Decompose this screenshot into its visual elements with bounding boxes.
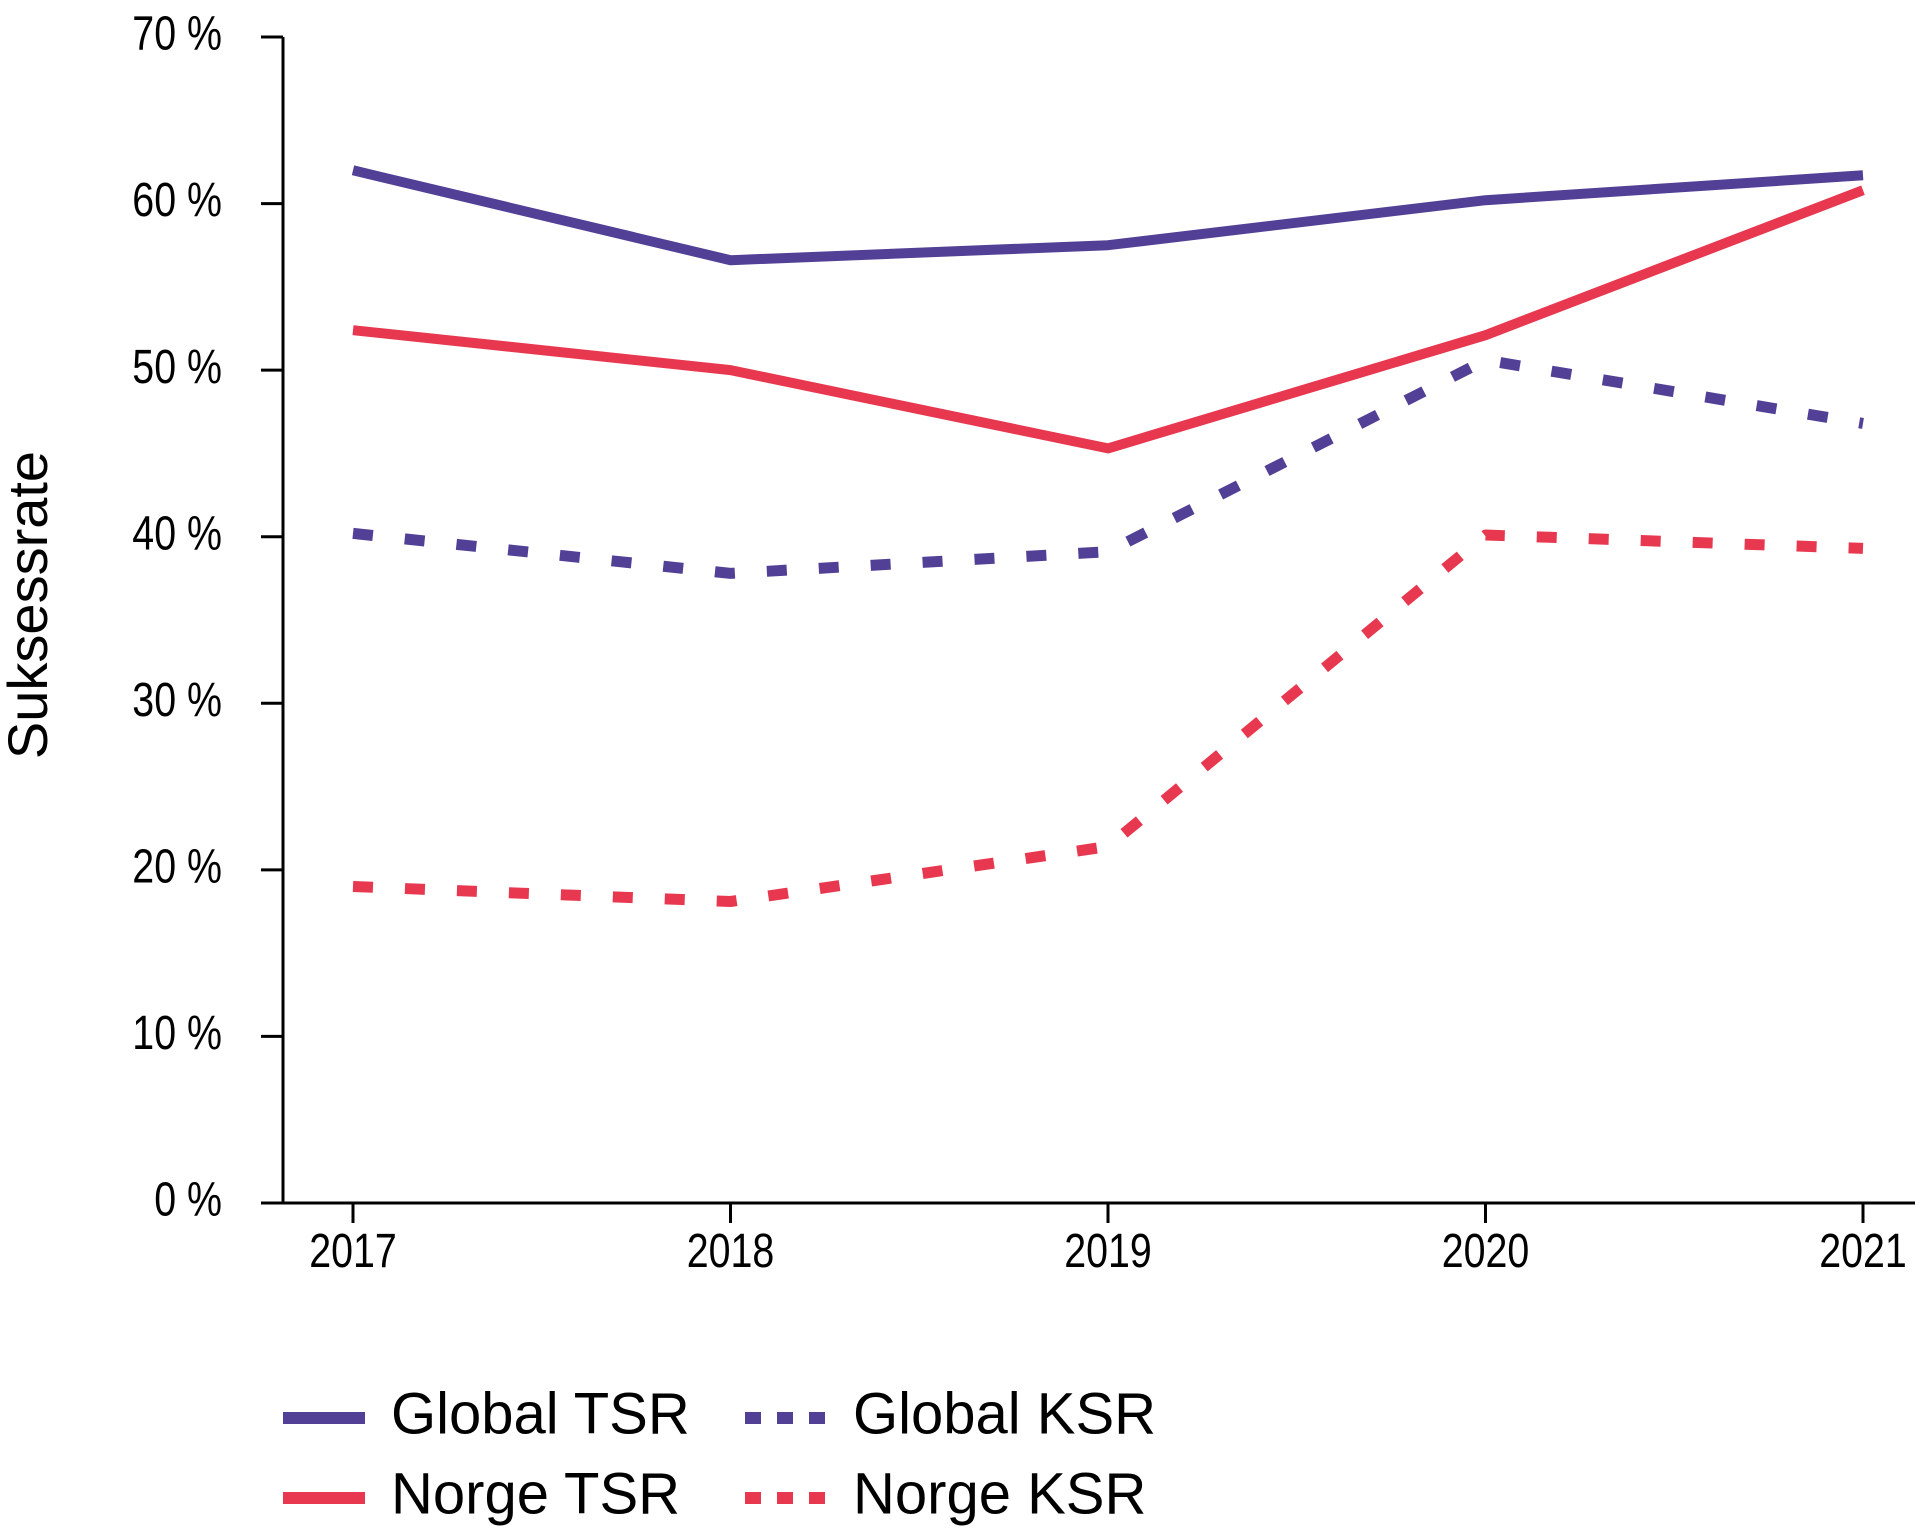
legend-label: Global KSR [853, 1381, 1156, 1446]
x-tick-label: 2018 [687, 1224, 775, 1278]
x-tick-label: 2019 [1064, 1224, 1152, 1278]
legend-label: Global TSR [391, 1381, 690, 1446]
legend-label: Norge TSR [391, 1461, 680, 1526]
y-tick-label: 40 % [132, 507, 222, 561]
legend: Global TSR Norge TSR Global KSR Norge KSR [283, 1381, 1156, 1526]
series-line-global-tsr [353, 170, 1863, 260]
x-tick-label: 2020 [1442, 1224, 1530, 1278]
y-axis-title: Suksessrate [0, 451, 59, 759]
y-tick-label: 60 % [132, 174, 222, 228]
y-tick-label: 50 % [132, 340, 222, 394]
x-tick-label: 2021 [1819, 1224, 1907, 1278]
y-tick-label: 10 % [132, 1006, 222, 1060]
x-tick-label: 2017 [309, 1224, 397, 1278]
series-layer [353, 170, 1863, 901]
y-axis-ticks: 0 % 10 % 20 % 30 % 40 % 50 % 60 % 70 % [132, 7, 283, 1227]
y-tick-label: 70 % [132, 7, 222, 61]
legend-label: Norge KSR [853, 1461, 1146, 1526]
y-tick-label: 0 % [154, 1173, 222, 1227]
y-tick-label: 20 % [132, 840, 222, 894]
x-axis-ticks: 2017 2018 2019 2020 2021 [309, 1203, 1907, 1278]
y-tick-label: 30 % [132, 673, 222, 727]
series-line-global-ksr [353, 360, 1863, 573]
